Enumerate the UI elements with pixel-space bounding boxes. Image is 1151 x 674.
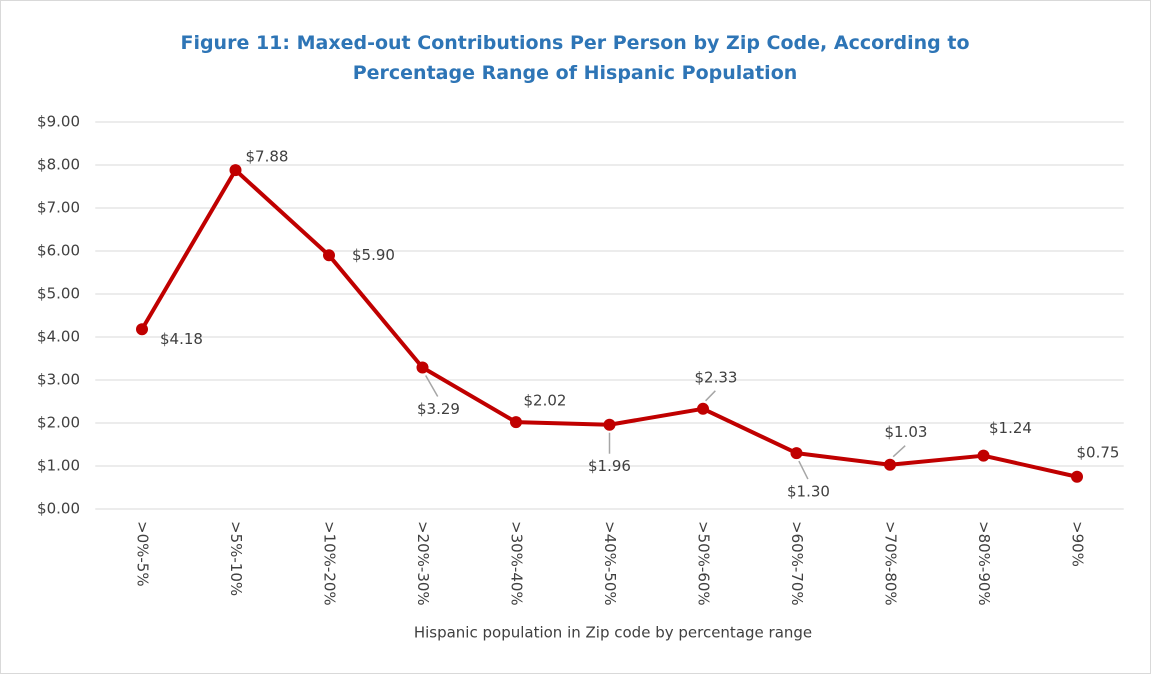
y-tick-label: $7.00 (37, 199, 80, 217)
data-label: $5.90 (352, 246, 395, 264)
data-label: $1.30 (787, 483, 830, 501)
leader-line (705, 390, 716, 402)
marker (884, 458, 896, 471)
marker (416, 361, 429, 374)
x-tick-label: >60%-70% (788, 521, 806, 606)
leader-line (892, 445, 906, 458)
data-label: $2.02 (524, 392, 567, 410)
marker (697, 402, 709, 415)
marker (603, 418, 616, 431)
marker (790, 447, 803, 460)
y-tick-label: $5.00 (37, 285, 80, 303)
marker (229, 164, 242, 177)
y-tick-label: $3.00 (37, 371, 80, 389)
data-label: $0.75 (1077, 443, 1120, 461)
marker (323, 249, 335, 262)
marker (510, 416, 522, 429)
leader-line (425, 375, 439, 397)
leader-line (798, 460, 809, 480)
data-label: $1.24 (989, 419, 1032, 437)
y-tick-label: $9.00 (37, 113, 80, 131)
y-tick-label: $2.00 (37, 414, 80, 432)
x-tick-label: >30%-40% (508, 521, 526, 606)
y-tick-label: $6.00 (37, 242, 80, 260)
x-tick-label: >50%-60% (695, 521, 713, 606)
y-tick-label: $4.00 (37, 328, 80, 346)
data-label: $7.88 (246, 148, 289, 166)
marker (977, 449, 990, 462)
data-label: $4.18 (160, 330, 203, 348)
y-tick-label: $8.00 (37, 156, 80, 174)
x-tick-label: >70%-80% (882, 521, 900, 606)
x-tick-label: >5%-10% (227, 521, 245, 596)
x-tick-label: >0%-5% (134, 521, 152, 587)
y-tick-label: $0.00 (37, 500, 80, 518)
marker (1071, 470, 1083, 483)
x-tick-label: >20%-30% (414, 521, 432, 606)
x-tick-label: >80%-90% (975, 521, 993, 606)
x-tick-label: >10%-20% (321, 521, 339, 606)
y-tick-label: $1.00 (37, 457, 80, 475)
data-label: $1.96 (588, 457, 631, 475)
data-label: $2.33 (695, 368, 738, 386)
marker (136, 323, 148, 336)
chart-title: Figure 11: Maxed-out Contributions Per P… (180, 32, 970, 84)
x-tick-label: >90% (1069, 521, 1087, 567)
x-axis-label: Hispanic population in Zip code by perce… (414, 624, 812, 642)
data-label: $3.29 (417, 400, 460, 418)
data-label: $1.03 (885, 423, 928, 441)
x-tick-label: >40%-50% (601, 521, 619, 606)
